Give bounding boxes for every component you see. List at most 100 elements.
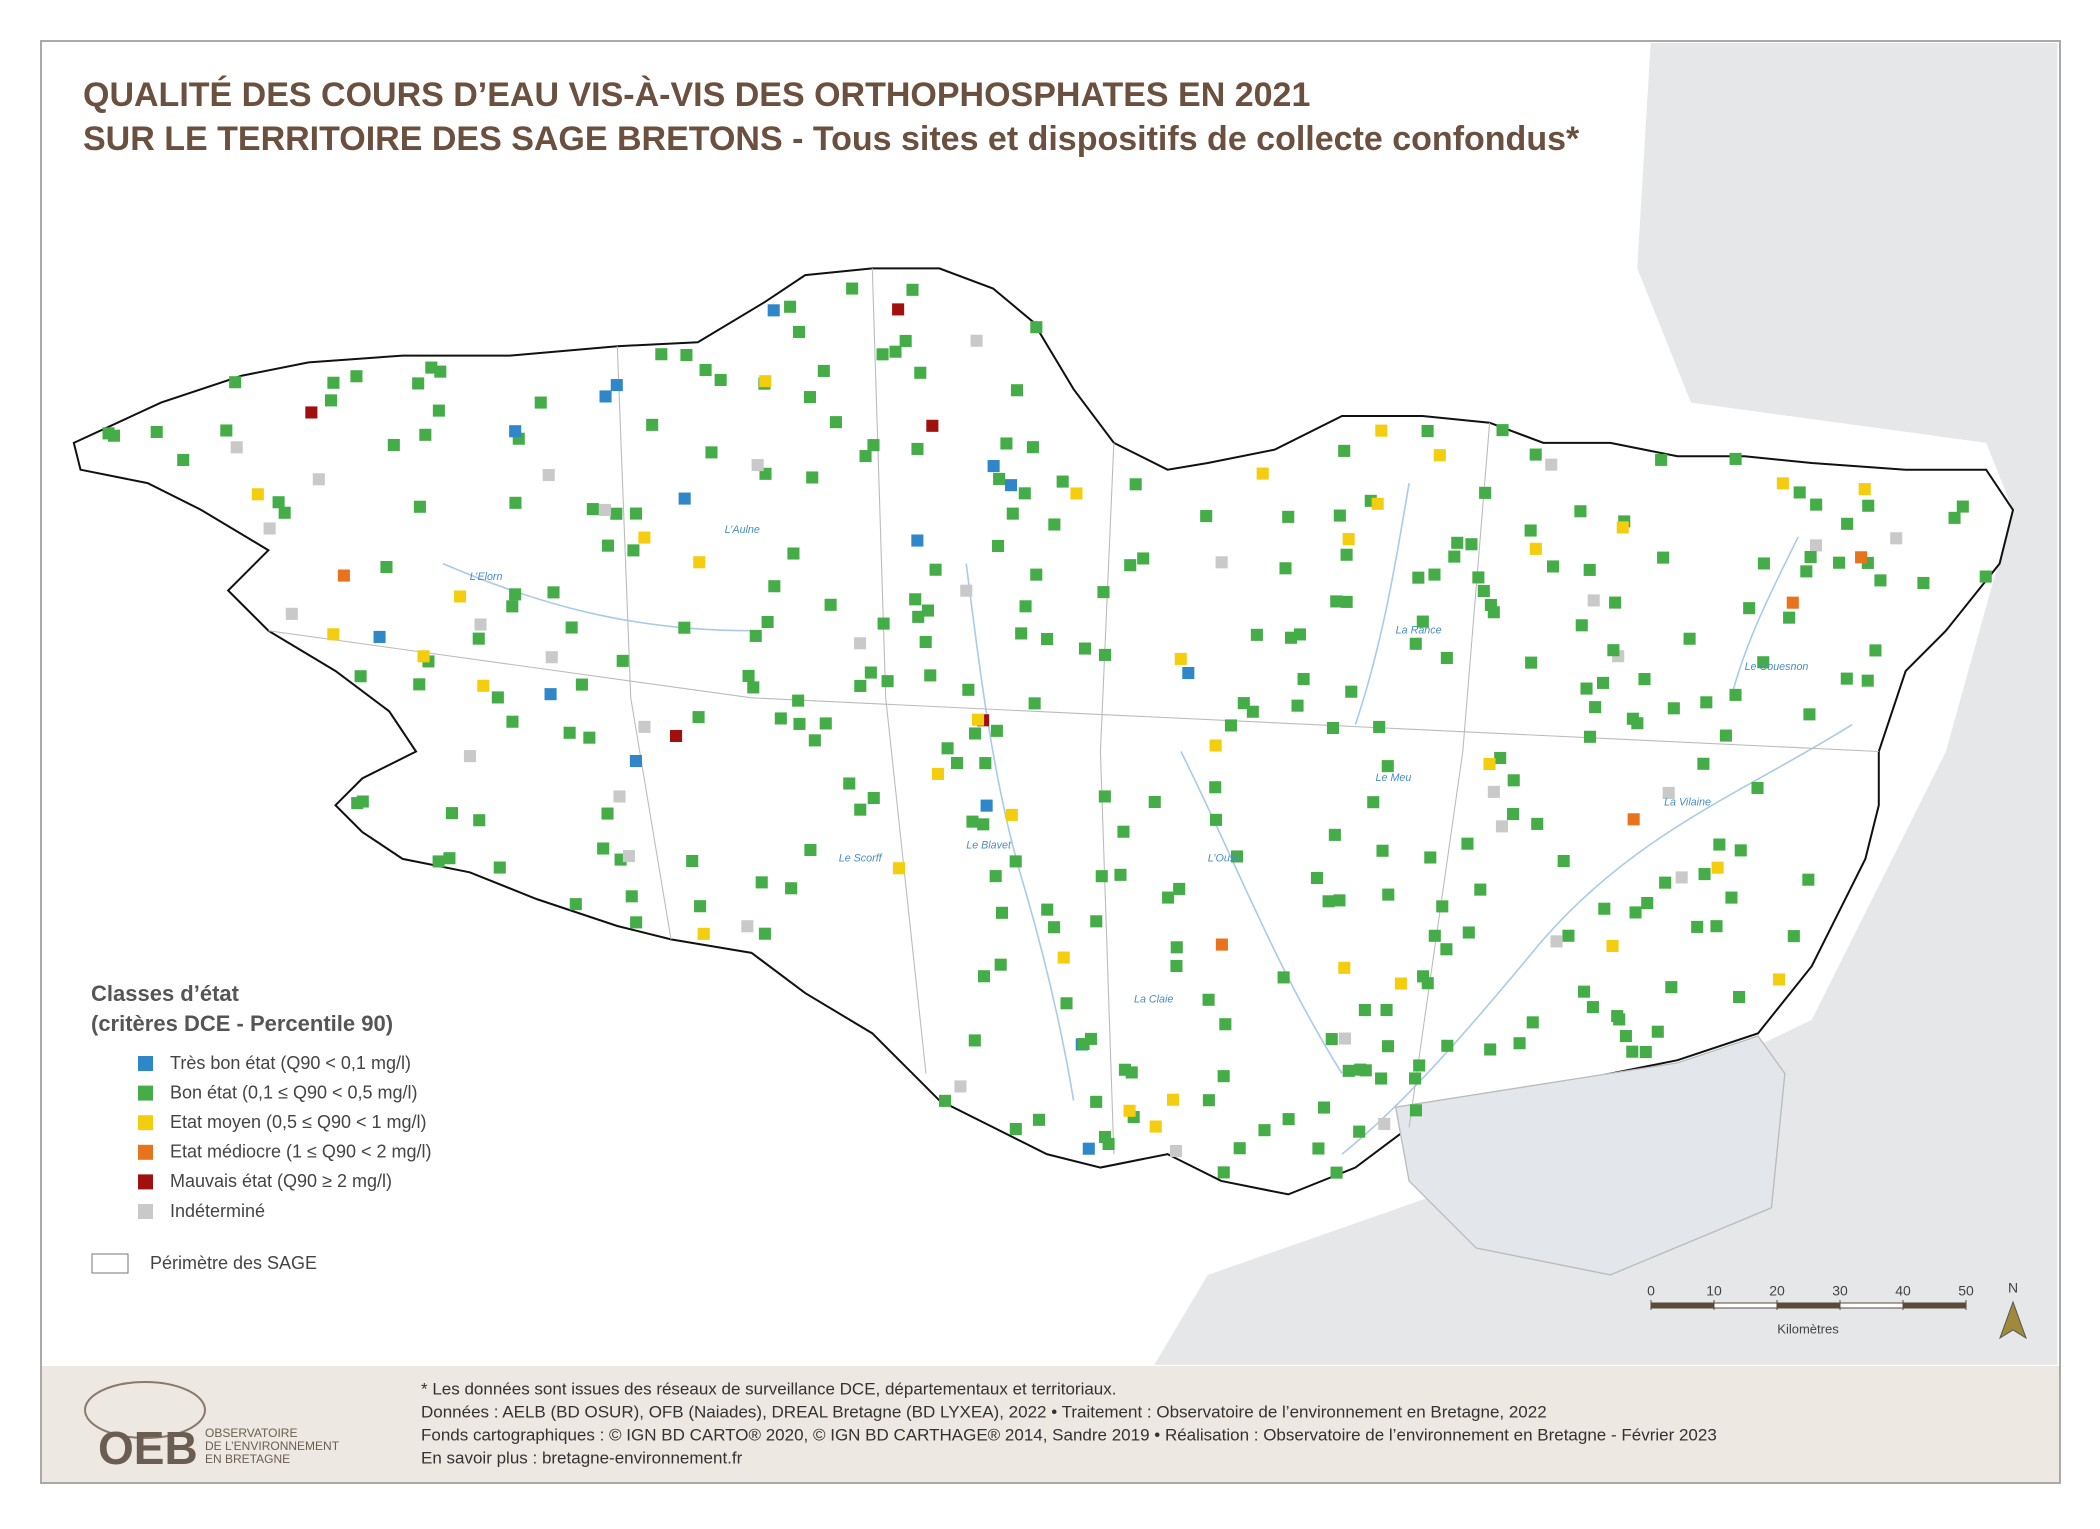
- station: [979, 757, 992, 770]
- station: [693, 556, 706, 569]
- station: [638, 531, 651, 544]
- legend-title: (critères DCE - Percentile 90): [91, 1011, 393, 1036]
- station: [1451, 536, 1464, 549]
- station: [1675, 871, 1688, 884]
- station: [1596, 676, 1610, 689]
- river-label: L’Aulne: [725, 524, 760, 536]
- station: [787, 547, 800, 560]
- river-label: La Vilaine: [1664, 796, 1711, 808]
- scale-label: 40: [1895, 1283, 1911, 1299]
- station: [1293, 628, 1306, 641]
- station: [1462, 926, 1475, 939]
- station: [877, 617, 890, 630]
- station: [792, 325, 806, 339]
- station: [1219, 1018, 1232, 1031]
- river-label: Le Blavet: [966, 839, 1012, 851]
- station: [921, 604, 935, 617]
- station: [351, 797, 364, 810]
- station: [1787, 930, 1800, 943]
- station: [583, 731, 596, 744]
- station: [951, 756, 964, 770]
- station: [1371, 497, 1384, 510]
- station: [1381, 1040, 1395, 1053]
- station: [601, 539, 615, 552]
- station: [1494, 751, 1507, 765]
- station: [1578, 985, 1591, 998]
- station: [565, 621, 578, 634]
- station: [1028, 697, 1041, 710]
- stations: [102, 282, 1992, 1179]
- station: [1507, 774, 1520, 787]
- river-label: Le Meu: [1376, 772, 1412, 784]
- station: [1367, 796, 1380, 809]
- station: [699, 363, 712, 377]
- station: [864, 666, 877, 679]
- station: [1874, 574, 1887, 587]
- station: [272, 496, 285, 509]
- station: [1655, 453, 1668, 466]
- station: [1330, 1166, 1343, 1179]
- station: [1174, 652, 1187, 665]
- station: [846, 282, 859, 295]
- station: [1084, 1032, 1097, 1045]
- station: [474, 618, 487, 631]
- station: [678, 492, 691, 505]
- scale-label: 30: [1832, 1283, 1848, 1299]
- station: [1258, 1124, 1271, 1137]
- station: [278, 506, 291, 519]
- station: [1279, 562, 1292, 575]
- station: [1048, 518, 1061, 531]
- station: [854, 803, 867, 816]
- station: [1496, 424, 1509, 437]
- station: [906, 283, 919, 296]
- river-label: La Rance: [1396, 625, 1442, 637]
- station: [1743, 602, 1756, 615]
- logo-subtitle-line: EN BRETAGNE: [205, 1452, 290, 1466]
- station: [1409, 1104, 1422, 1117]
- station: [1006, 507, 1019, 520]
- footer-line: En savoir plus : bretagne-environnement.…: [421, 1448, 743, 1467]
- legend-swatch: [138, 1085, 153, 1101]
- station: [1338, 961, 1351, 974]
- station: [1340, 548, 1353, 561]
- station: [1173, 882, 1186, 895]
- station: [678, 621, 691, 634]
- station: [1345, 685, 1358, 698]
- station: [1800, 565, 1813, 578]
- station: [1667, 702, 1680, 715]
- station: [1619, 1030, 1632, 1043]
- station: [1217, 1166, 1230, 1179]
- station: [1209, 813, 1223, 826]
- station: [867, 792, 880, 805]
- station: [1215, 938, 1228, 951]
- station: [929, 563, 942, 576]
- station: [354, 670, 367, 683]
- station: [506, 715, 519, 728]
- station: [1757, 656, 1770, 669]
- station: [995, 906, 1009, 919]
- sage-boundary: [1408, 422, 1491, 1128]
- station: [601, 807, 614, 820]
- station: [1378, 1117, 1391, 1130]
- station: [1441, 1039, 1454, 1052]
- brittany-land: [72, 267, 2015, 1196]
- station: [954, 1080, 967, 1093]
- station: [1381, 760, 1394, 773]
- station: [629, 507, 643, 520]
- station: [680, 348, 693, 362]
- station: [1474, 883, 1487, 896]
- station: [1525, 656, 1538, 669]
- station: [1833, 556, 1846, 569]
- station: [1421, 977, 1434, 990]
- station: [1424, 851, 1437, 864]
- station: [1009, 1122, 1022, 1136]
- scale-label: 10: [1706, 1283, 1722, 1299]
- station: [1169, 1144, 1183, 1158]
- river: [1730, 536, 1800, 699]
- station: [1421, 424, 1434, 438]
- station: [491, 691, 504, 704]
- station: [1606, 939, 1619, 953]
- river-labels: La Vilaine Le Blavet L’Aulne La Rance Le Cou…: [470, 524, 1809, 1006]
- station: [686, 854, 699, 868]
